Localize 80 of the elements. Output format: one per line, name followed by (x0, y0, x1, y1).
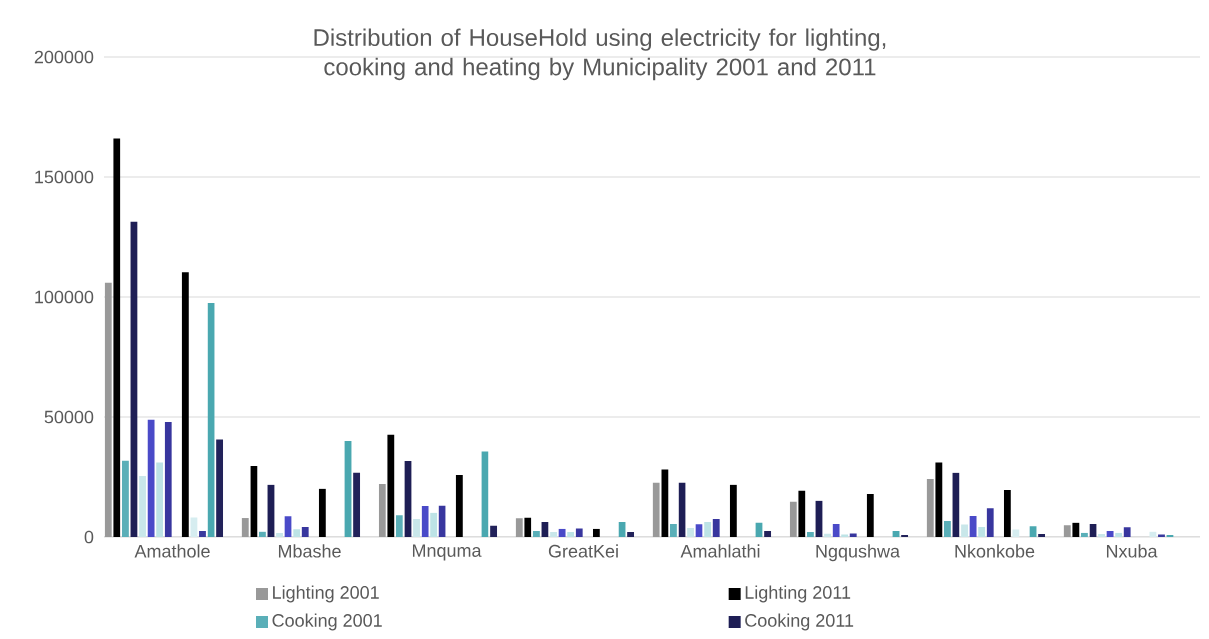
bar (241, 518, 249, 537)
bar (199, 531, 206, 537)
y-tick-label: 150000 (35, 170, 94, 184)
bar (935, 462, 943, 537)
x-tick-label: Nkonkobe (955, 544, 1035, 558)
legend-label: Cooking 2011 (745, 613, 854, 631)
bar (978, 526, 986, 537)
bar (961, 524, 968, 537)
bar (515, 518, 523, 537)
bar (293, 529, 301, 537)
bar (524, 517, 532, 537)
bar (558, 528, 566, 537)
bar (1038, 533, 1046, 537)
bar (421, 506, 429, 537)
bar (567, 531, 575, 537)
bar (455, 475, 463, 537)
x-tick-label: Amathole (134, 544, 210, 558)
bar (824, 533, 831, 537)
bar (832, 524, 840, 537)
bar (532, 531, 540, 537)
chart-title: Distribution of HouseHold using electricity for lighting, cooking and heating by Municipality 2001 and 2011 (314, 28, 886, 81)
bar (413, 519, 420, 537)
bar (258, 531, 266, 537)
bar (353, 472, 361, 537)
bar (806, 531, 814, 537)
bar (1123, 527, 1131, 537)
bar (1106, 531, 1114, 537)
bar (156, 462, 164, 537)
bar (712, 519, 720, 537)
bar (575, 528, 583, 537)
bar (687, 527, 694, 537)
y-tick-label: 100000 (35, 290, 94, 304)
bar (301, 526, 309, 537)
bar (1080, 532, 1088, 537)
bar (764, 531, 772, 537)
bar (1115, 532, 1123, 537)
bar (704, 521, 712, 537)
bar (1098, 533, 1105, 537)
bar (849, 533, 857, 537)
bar (1012, 529, 1020, 537)
bar (490, 525, 498, 537)
bar (627, 531, 635, 537)
bar (1072, 522, 1080, 537)
bar (1063, 525, 1071, 537)
legend-label: Lighting 2011 (745, 585, 851, 603)
bar (798, 490, 806, 537)
bar (216, 439, 224, 537)
bar (695, 524, 703, 537)
bar (1003, 489, 1011, 537)
bar (926, 478, 934, 537)
legend-label: Cooking 2001 (272, 613, 382, 631)
bar (387, 434, 395, 537)
x-tick-label: Amahlathi (680, 544, 760, 558)
bar (276, 532, 283, 537)
bar (943, 520, 951, 537)
legend-label: Lighting 2001 (273, 585, 379, 603)
bar (669, 524, 677, 537)
x-tick-label: Mbashe (278, 544, 341, 558)
bar (164, 422, 172, 537)
bar (104, 282, 112, 537)
x-tick-label: Nxuba (1106, 544, 1158, 558)
bar (139, 476, 146, 537)
bar (592, 528, 600, 537)
x-tick-label: GreatKei (548, 544, 618, 558)
bar (1149, 531, 1157, 537)
bar (986, 508, 994, 537)
bar (121, 460, 129, 537)
bar (147, 419, 155, 537)
x-tick-label: Mnquma (412, 544, 482, 561)
y-tick-label: 0 (84, 530, 94, 544)
x-tick-label: Ngqushwa (816, 544, 901, 562)
bar (430, 512, 438, 537)
y-tick-label: 50000 (44, 410, 94, 424)
bar (318, 488, 326, 537)
bar (113, 138, 121, 537)
bar (729, 484, 737, 537)
y-tick-label: 200000 (34, 50, 94, 64)
bar (378, 483, 386, 537)
bar (789, 501, 797, 537)
bar (181, 272, 189, 537)
